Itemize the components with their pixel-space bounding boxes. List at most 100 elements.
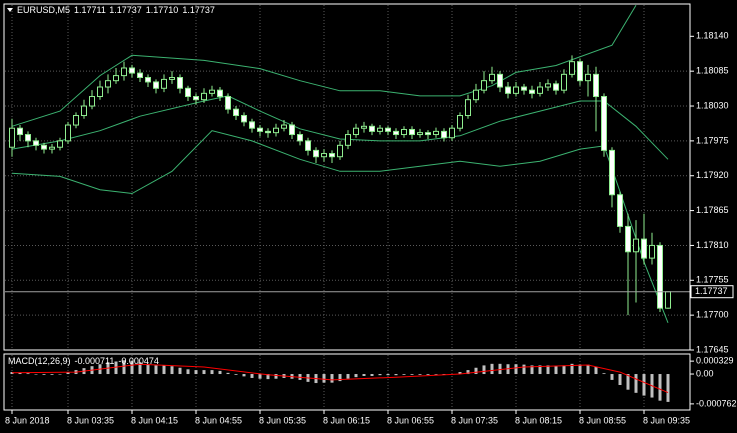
y-tick-label: 1.17645 <box>696 344 729 354</box>
candle-body <box>289 124 295 136</box>
ohlc-low: 1.17710 <box>146 5 179 15</box>
macd-bar <box>402 374 406 375</box>
macd-bar <box>146 363 150 375</box>
macd-bar <box>138 362 142 375</box>
y-tick-label: 1.17755 <box>696 275 729 285</box>
y-tick-label: 1.17810 <box>696 240 729 250</box>
macd-bar <box>266 374 270 380</box>
macd-bar <box>114 361 118 375</box>
candle-body <box>425 132 431 136</box>
candle-body <box>41 144 47 150</box>
candle-body <box>601 96 607 151</box>
candle-body <box>17 127 23 136</box>
candle-body <box>329 153 335 158</box>
candle-body <box>321 153 327 158</box>
main-frame <box>3 3 691 351</box>
plot-layer <box>5 5 694 414</box>
x-tick-label: 8 Jun 2018 <box>5 415 50 425</box>
x-tick-label: 8 Jun 05:35 <box>259 415 306 425</box>
candle-body <box>449 127 455 139</box>
candle-body <box>657 244 663 309</box>
candle-body <box>345 134 351 146</box>
y-tick-label: 1.17975 <box>696 135 729 145</box>
candle-body <box>401 128 407 136</box>
macd-bar <box>498 363 502 375</box>
menu-arrow[interactable] <box>7 8 13 12</box>
macd-bar <box>50 374 54 375</box>
bollinger-band <box>11 95 669 160</box>
candle-body <box>217 89 223 98</box>
candle-body <box>561 73 567 91</box>
macd-bar <box>58 374 62 375</box>
candle-body <box>113 75 119 82</box>
macd-bar <box>274 374 278 379</box>
macd-bar <box>386 374 390 376</box>
macd-bar <box>378 374 382 376</box>
macd-bar <box>426 374 430 375</box>
macd-bar <box>178 367 182 375</box>
candle-body <box>73 115 79 126</box>
x-tick-label: 8 Jun 08:15 <box>515 415 562 425</box>
candle-body <box>121 67 127 77</box>
macd-bar <box>474 367 478 375</box>
macd-value: -0.000711 <box>75 356 115 366</box>
macd-bar <box>194 370 198 375</box>
macd-bar <box>594 366 598 375</box>
macd-bar <box>618 374 622 385</box>
candle-body <box>481 80 487 91</box>
ohlc-high: 1.17737 <box>109 5 142 15</box>
macd-bar <box>170 366 174 375</box>
symbol: EURUSD,M5 <box>17 5 70 15</box>
macd-bar <box>162 365 166 375</box>
macd-bar <box>546 365 550 375</box>
macd-bar <box>562 365 566 375</box>
y-tick-label: 1.18030 <box>696 100 729 110</box>
candle-body <box>553 83 559 91</box>
signal-value: -0.000474 <box>118 356 159 366</box>
macd-bar <box>522 364 526 375</box>
macd-bar <box>210 370 214 375</box>
macd-bar <box>466 370 470 375</box>
candle-body <box>265 130 271 134</box>
candle-body <box>569 61 575 75</box>
macd-bar <box>658 374 662 401</box>
candle-body <box>57 140 63 148</box>
candle-body <box>137 72 143 79</box>
macd-bar <box>18 372 22 375</box>
y-tick-label: 0.00 <box>696 368 714 378</box>
candle-body <box>161 78 167 89</box>
macd-bar <box>338 374 342 382</box>
macd-bar <box>602 373 606 375</box>
candle-body <box>209 89 215 94</box>
y-tick-label: -0.000762 <box>696 398 737 408</box>
macd-bar <box>634 374 638 393</box>
candle-body <box>409 128 415 136</box>
macd-bar <box>218 370 222 375</box>
x-tick-label: 8 Jun 09:35 <box>643 415 690 425</box>
macd-bar <box>514 364 518 375</box>
y-tick-label: 1.17865 <box>696 205 729 215</box>
candle-body <box>225 96 231 110</box>
macd-bar <box>130 360 134 375</box>
ohlc-open: 1.17711 <box>74 5 106 15</box>
macd-bar <box>26 373 30 375</box>
candle-body <box>193 96 199 101</box>
candle-body <box>393 130 399 136</box>
macd-bar <box>370 374 374 376</box>
candle-body <box>617 194 623 227</box>
macd-bar <box>202 370 206 375</box>
y-tick-label: 1.17700 <box>696 310 729 320</box>
candle-body <box>433 130 439 136</box>
candle-body <box>537 86 543 94</box>
candle-body <box>505 86 511 94</box>
x-tick-label: 8 Jun 06:55 <box>387 415 434 425</box>
candle-body <box>337 144 343 158</box>
candle-body <box>81 105 87 117</box>
macd-bar <box>394 374 398 376</box>
macd-bar <box>346 374 350 379</box>
candle-body <box>273 127 279 134</box>
candle-body <box>369 125 375 132</box>
candle-body <box>633 238 639 253</box>
x-tick-label: 8 Jun 07:35 <box>451 415 498 425</box>
